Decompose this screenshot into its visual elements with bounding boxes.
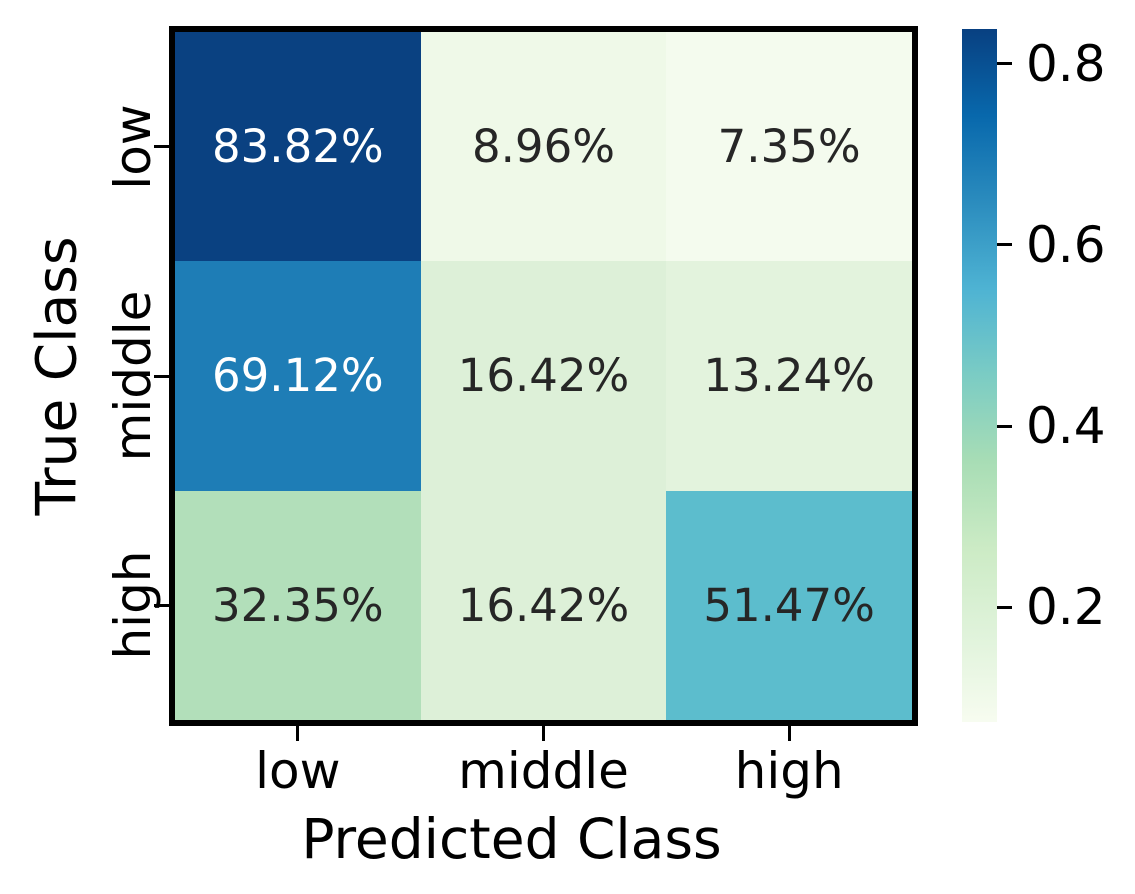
colorbar-tick-mark <box>997 243 1012 247</box>
y-tick-label-high: high <box>104 550 162 660</box>
heatmap-cell-low-low: 83.82% <box>175 32 421 262</box>
heatmap-cell-low-high: 7.35% <box>666 32 912 262</box>
colorbar-tick-mark <box>997 424 1012 428</box>
x-tick-mark <box>787 726 791 741</box>
x-tick-label-middle: middle <box>458 742 629 800</box>
colorbar-tick-label-0.4: 0.4 <box>1026 397 1106 456</box>
colorbar-tick-mark <box>997 62 1012 66</box>
y-tick-mark <box>154 603 169 607</box>
heatmap-cell-high-high: 51.47% <box>666 490 912 720</box>
x-tick-label-low: low <box>255 742 341 800</box>
colorbar-gradient <box>962 29 997 722</box>
y-axis-title: True Class <box>24 236 89 516</box>
colorbar-tick-label-0.2: 0.2 <box>1026 578 1106 637</box>
x-tick-mark <box>542 726 545 741</box>
x-tick-mark <box>296 726 300 741</box>
heatmap-cell-middle-middle: 16.42% <box>420 261 667 491</box>
heatmap-cell-low-middle: 8.96% <box>420 32 667 262</box>
heatmap-cell-middle-high: 13.24% <box>666 261 912 491</box>
y-tick-label-low: low <box>104 103 162 190</box>
heatmap-cell-high-middle: 16.42% <box>420 490 667 720</box>
colorbar-tick-mark <box>997 605 1012 609</box>
colorbar-tick-label-0.6: 0.6 <box>1026 215 1106 274</box>
y-tick-mark <box>154 374 169 378</box>
x-tick-label-high: high <box>734 742 844 800</box>
colorbar-tick-label-0.8: 0.8 <box>1026 34 1106 93</box>
heatmap-cell-high-low: 32.35% <box>175 490 421 720</box>
x-axis-title: Predicted Class <box>301 807 722 871</box>
y-tick-mark <box>154 145 169 149</box>
heatmap-cell-middle-low: 69.12% <box>175 261 421 491</box>
y-tick-label-middle: middle <box>104 290 162 462</box>
heatmap-grid: 83.82% 8.96% 7.35% 69.12% 16.42% 13.24% 32.35%… <box>169 26 918 726</box>
